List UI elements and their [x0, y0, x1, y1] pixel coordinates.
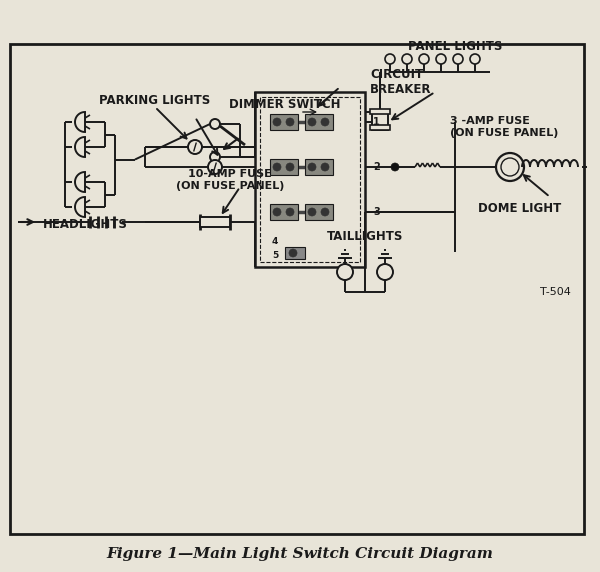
- Circle shape: [308, 118, 316, 126]
- Text: Figure 1—Main Light Switch Circuit Diagram: Figure 1—Main Light Switch Circuit Diagr…: [107, 547, 493, 561]
- Text: 3 -AMP FUSE
(ON FUSE PANEL): 3 -AMP FUSE (ON FUSE PANEL): [450, 116, 559, 138]
- Circle shape: [273, 118, 281, 126]
- Bar: [200, 217, 230, 227]
- Circle shape: [286, 118, 294, 126]
- Circle shape: [210, 119, 220, 129]
- Bar: [270, 159, 298, 175]
- Bar: [305, 204, 333, 220]
- Bar: [305, 114, 333, 130]
- Circle shape: [402, 54, 412, 64]
- Circle shape: [308, 163, 316, 171]
- Circle shape: [391, 163, 399, 171]
- Text: 4: 4: [272, 237, 278, 247]
- Bar: [370, 109, 390, 114]
- Bar: [305, 159, 333, 175]
- Circle shape: [273, 208, 281, 216]
- Circle shape: [286, 163, 294, 171]
- Text: DOME LIGHT: DOME LIGHT: [478, 202, 562, 216]
- Bar: [372, 110, 388, 130]
- Bar: [255, 92, 365, 267]
- Circle shape: [377, 264, 393, 280]
- Circle shape: [385, 54, 395, 64]
- Bar: [270, 204, 298, 220]
- Text: 10-AMP FUSE
(ON FUSE PANEL): 10-AMP FUSE (ON FUSE PANEL): [176, 169, 284, 191]
- Bar: [298, 104, 322, 120]
- Circle shape: [501, 158, 519, 176]
- Circle shape: [286, 208, 294, 216]
- Text: T-504: T-504: [539, 287, 571, 297]
- Text: HEADLIGHTS: HEADLIGHTS: [43, 217, 127, 231]
- Circle shape: [210, 152, 220, 162]
- Circle shape: [337, 264, 353, 280]
- Bar: [270, 114, 298, 130]
- Circle shape: [208, 160, 222, 174]
- Circle shape: [436, 54, 446, 64]
- Text: 2: 2: [373, 162, 380, 172]
- Text: PANEL LIGHTS: PANEL LIGHTS: [408, 41, 502, 54]
- Text: CIRCUIT
BREAKER: CIRCUIT BREAKER: [370, 68, 431, 96]
- Circle shape: [321, 208, 329, 216]
- Bar: [370, 125, 390, 130]
- Circle shape: [419, 54, 429, 64]
- Circle shape: [470, 54, 480, 64]
- Text: DIMMER SWITCH: DIMMER SWITCH: [229, 97, 341, 110]
- Text: 5: 5: [272, 251, 278, 260]
- Circle shape: [321, 118, 329, 126]
- Circle shape: [321, 163, 329, 171]
- Circle shape: [273, 163, 281, 171]
- Text: TAILLIGHTS: TAILLIGHTS: [327, 231, 403, 244]
- Circle shape: [188, 140, 202, 154]
- Text: 3: 3: [373, 207, 380, 217]
- Circle shape: [496, 153, 524, 181]
- Text: PARKING LIGHTS: PARKING LIGHTS: [100, 93, 211, 106]
- Bar: [10, 44, 584, 534]
- Circle shape: [453, 54, 463, 64]
- Circle shape: [289, 249, 297, 257]
- Bar: [285, 247, 305, 259]
- Circle shape: [308, 208, 316, 216]
- Text: 1: 1: [373, 117, 380, 127]
